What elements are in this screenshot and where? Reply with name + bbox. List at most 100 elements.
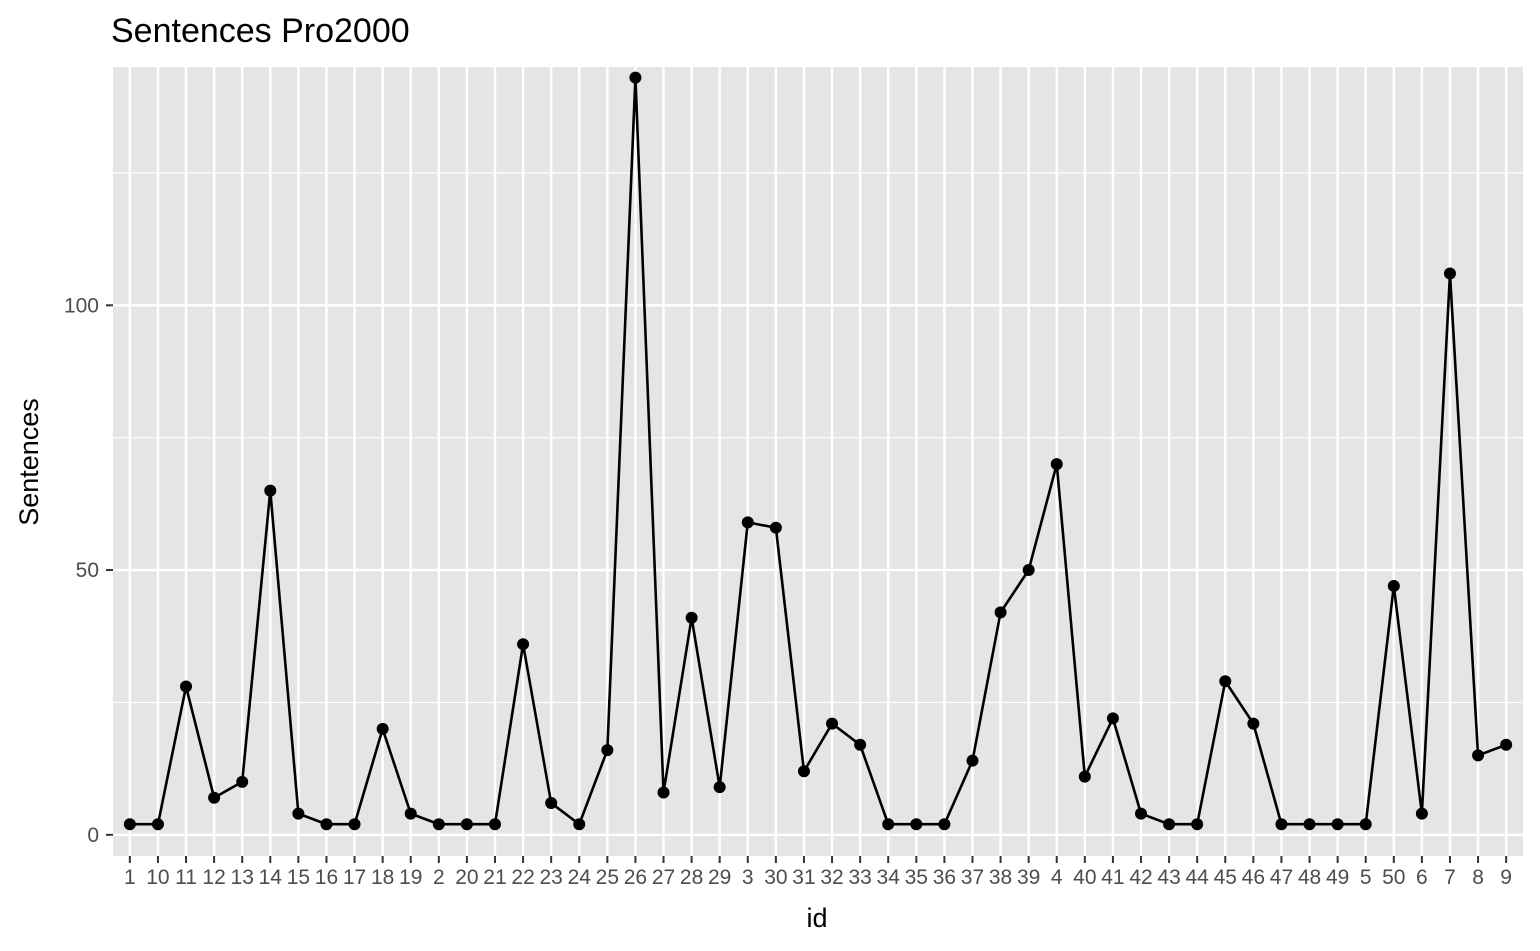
data-point [713, 781, 726, 794]
data-point [292, 807, 305, 820]
data-point [1359, 818, 1372, 831]
x-tick-label: 41 [1101, 866, 1124, 889]
data-point [1078, 770, 1091, 783]
data-point [769, 521, 782, 534]
data-point [123, 818, 136, 831]
data-point [376, 722, 389, 735]
data-point [741, 516, 754, 529]
x-tick-label: 6 [1416, 866, 1428, 889]
x-tick-label: 15 [287, 866, 310, 889]
x-tick-label: 50 [1382, 866, 1405, 889]
data-point [180, 680, 193, 693]
y-tick-label: 0 [87, 824, 99, 847]
x-tick-label: 34 [877, 866, 901, 889]
data-point [1106, 712, 1119, 725]
data-point [854, 738, 867, 751]
x-tick-label: 30 [764, 866, 787, 889]
data-point [404, 807, 417, 820]
x-tick-label: 38 [989, 866, 1012, 889]
data-point [657, 786, 670, 799]
data-point [1050, 458, 1063, 471]
x-tick-label: 39 [1017, 866, 1040, 889]
data-point [685, 611, 698, 624]
data-point [1472, 749, 1485, 762]
data-point [797, 765, 810, 778]
data-point [1191, 818, 1204, 831]
x-tick-label: 10 [146, 866, 169, 889]
x-axis-title: id [806, 903, 827, 933]
x-tick-label: 7 [1444, 866, 1456, 889]
data-point [1163, 818, 1176, 831]
data-point [151, 818, 164, 831]
x-tick-label: 26 [624, 866, 647, 889]
x-tick-label: 29 [708, 866, 731, 889]
x-tick-label: 42 [1129, 866, 1152, 889]
data-point [348, 818, 361, 831]
x-tick-label: 4 [1051, 866, 1063, 889]
x-tick-label: 44 [1186, 866, 1210, 889]
data-point [910, 818, 923, 831]
data-point [601, 744, 614, 757]
x-tick-label: 13 [231, 866, 254, 889]
x-tick-label: 17 [343, 866, 366, 889]
data-point [1275, 818, 1288, 831]
x-tick-label: 20 [455, 866, 478, 889]
x-tick-label: 11 [175, 866, 197, 889]
x-tick-label: 3 [742, 866, 754, 889]
data-point [1415, 807, 1428, 820]
x-tick-label: 35 [905, 866, 928, 889]
x-tick-label: 22 [511, 866, 534, 889]
data-point [517, 638, 530, 651]
chart-title: Sentences Pro2000 [111, 12, 410, 50]
x-tick-label: 32 [820, 866, 843, 889]
data-point [1135, 807, 1148, 820]
data-point [1247, 717, 1260, 730]
x-tick-label: 43 [1157, 866, 1180, 889]
x-tick-label: 1 [124, 866, 136, 889]
data-point [966, 754, 979, 767]
x-tick-label: 27 [652, 866, 675, 889]
y-tick-label: 50 [76, 559, 99, 582]
data-point [432, 818, 445, 831]
x-tick-label: 47 [1270, 866, 1293, 889]
x-tick-label: 49 [1326, 866, 1349, 889]
y-axis-title: Sentences [14, 398, 44, 526]
x-tick-label: 25 [596, 866, 619, 889]
x-tick-label: 28 [680, 866, 703, 889]
x-tick-label: 31 [792, 866, 815, 889]
y-tick-label: 100 [64, 294, 99, 317]
x-tick-label: 48 [1298, 866, 1321, 889]
data-point [488, 818, 501, 831]
data-point [826, 717, 839, 730]
data-point [994, 606, 1007, 619]
data-point [1500, 738, 1513, 751]
x-tick-label: 36 [933, 866, 956, 889]
data-point [1387, 579, 1400, 592]
x-tick-label: 21 [483, 866, 506, 889]
data-point [1303, 818, 1316, 831]
x-tick-label: 18 [371, 866, 394, 889]
x-tick-label: 14 [259, 866, 283, 889]
x-tick-label: 40 [1073, 866, 1096, 889]
y-axis: 0 50 100 [64, 294, 113, 847]
data-point [1443, 267, 1456, 280]
x-tick-label: 2 [433, 866, 445, 889]
x-tick-label: 33 [848, 866, 871, 889]
data-point [1022, 564, 1035, 577]
plot-panel [113, 67, 1523, 856]
data-point [882, 818, 895, 831]
x-tick-label: 12 [202, 866, 225, 889]
data-point [264, 484, 277, 497]
data-point [938, 818, 951, 831]
data-point [1331, 818, 1344, 831]
data-point [320, 818, 333, 831]
x-tick-label: 16 [315, 866, 338, 889]
data-point [236, 775, 249, 788]
x-tick-label: 9 [1500, 866, 1512, 889]
x-tick-label: 45 [1214, 866, 1237, 889]
data-series [123, 71, 1513, 831]
data-point [629, 71, 642, 84]
x-tick-label: 5 [1360, 866, 1372, 889]
x-tick-label: 46 [1242, 866, 1265, 889]
